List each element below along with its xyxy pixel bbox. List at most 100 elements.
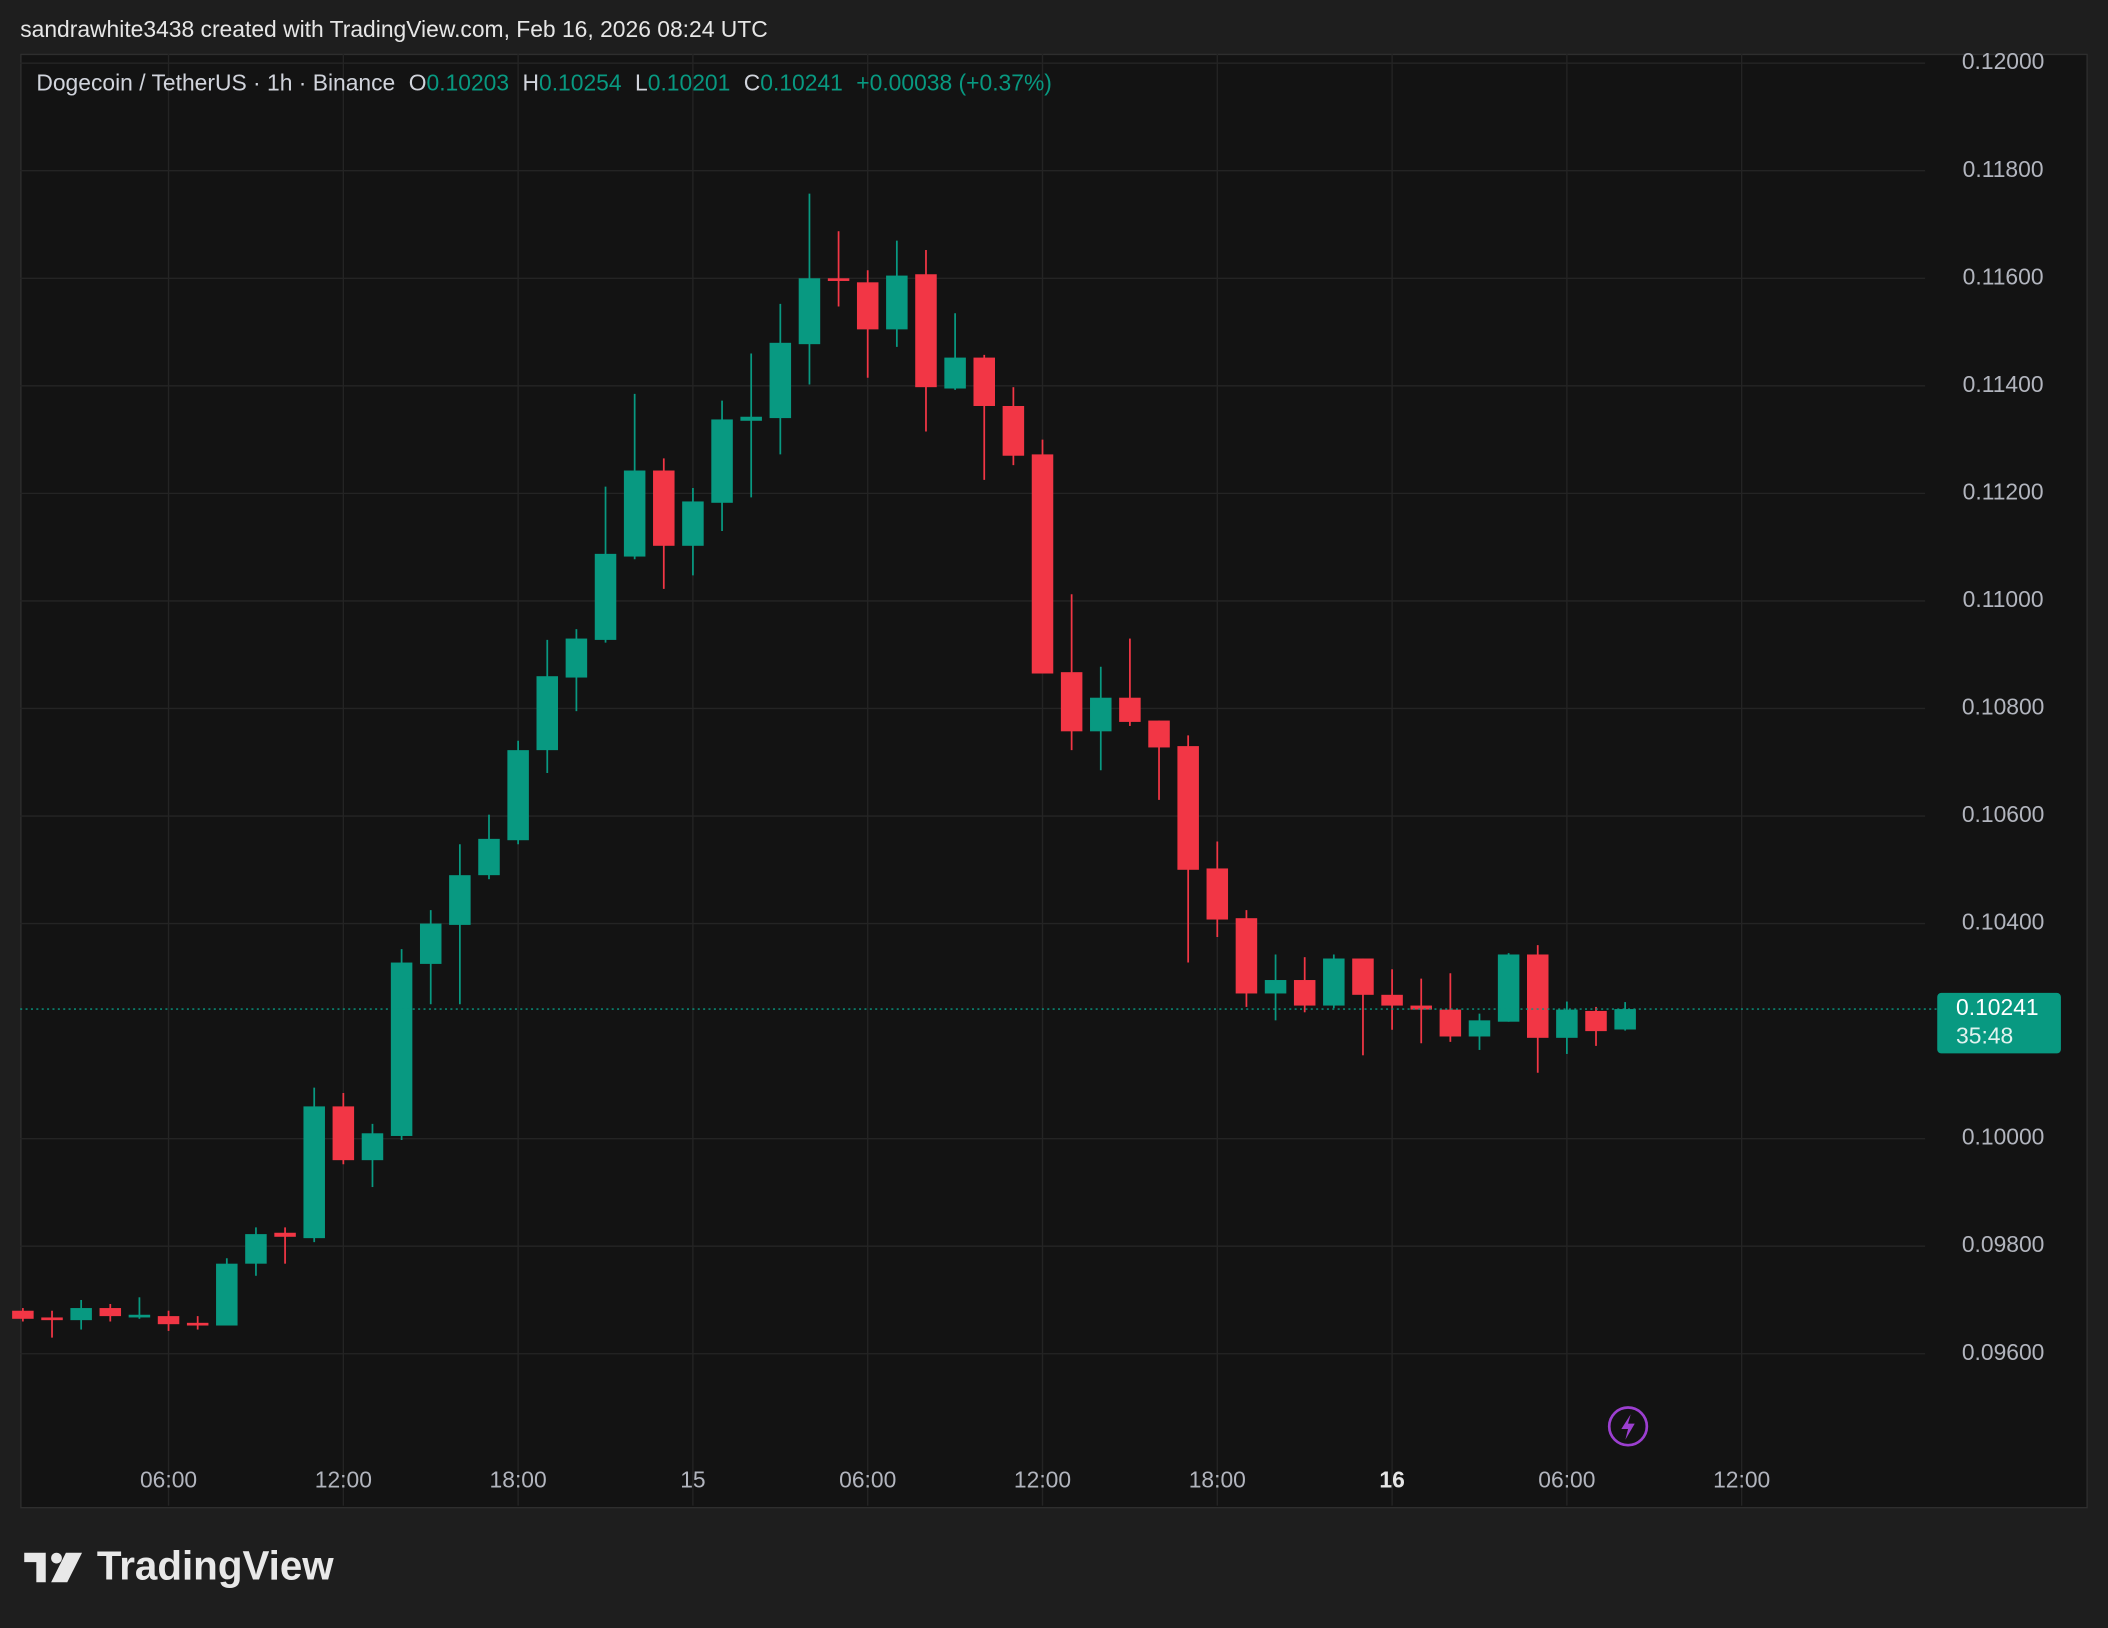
candle <box>565 629 588 712</box>
logo-slash <box>51 1552 83 1583</box>
plot-area <box>12 53 1939 1506</box>
candle-body <box>390 962 413 1136</box>
candle-body <box>536 676 559 751</box>
x-tick-label: 18:00 <box>1189 1466 1246 1492</box>
candle-body <box>1090 697 1112 732</box>
y-tick-label: 0.10400 <box>1962 909 2045 935</box>
candle <box>1090 666 1112 771</box>
candle <box>507 740 529 845</box>
candle-body <box>449 875 471 925</box>
candle-body <box>1235 918 1258 994</box>
candle <box>128 1297 151 1319</box>
candle-body <box>478 838 500 876</box>
candle <box>623 393 646 560</box>
candle-body <box>1119 697 1141 722</box>
candle-body <box>1177 746 1199 870</box>
candle <box>1614 1002 1636 1031</box>
candle <box>1177 735 1199 963</box>
y-tick-label: 0.11800 <box>1963 156 2044 182</box>
candle-body <box>711 419 733 503</box>
x-tick-label: 15 <box>680 1466 705 1492</box>
candle-body <box>186 1322 209 1326</box>
candle <box>1585 1006 1607 1046</box>
ohlc-key: L <box>635 70 648 96</box>
candle <box>1002 387 1025 466</box>
candle <box>1293 957 1316 1013</box>
candle-body <box>1323 958 1345 1006</box>
ohlc-key: O <box>409 70 427 96</box>
candle-body <box>973 357 995 406</box>
candle <box>216 1258 238 1326</box>
candle-body <box>623 470 646 557</box>
candle <box>1323 954 1345 1009</box>
y-tick-label: 0.09800 <box>1962 1231 2045 1257</box>
candle <box>798 193 821 385</box>
candle <box>740 353 762 498</box>
candle-body <box>740 416 762 421</box>
candle-body <box>565 638 588 678</box>
candle-body <box>1497 954 1520 1022</box>
candle <box>1148 720 1170 800</box>
candle-body <box>1031 454 1054 674</box>
candle-body <box>245 1234 267 1264</box>
logo-mark <box>24 1552 46 1583</box>
candle <box>1556 1001 1578 1054</box>
candle <box>41 1310 63 1338</box>
candle <box>769 303 792 455</box>
candle-body <box>1206 868 1229 920</box>
candle-body <box>1060 672 1083 732</box>
y-tick-label: 0.12000 <box>1962 48 2045 74</box>
ohlc-value: 0.10254 <box>539 70 622 96</box>
y-tick-label: 0.11000 <box>1963 586 2044 612</box>
candle-body <box>653 470 675 546</box>
candle-body <box>303 1106 325 1239</box>
candle <box>1497 953 1520 1022</box>
candle-body <box>157 1316 180 1325</box>
last-price-box <box>1937 992 2061 1054</box>
candle <box>12 1308 34 1322</box>
candle-body <box>1293 980 1316 1006</box>
y-tick-label: 0.11400 <box>1963 371 2044 397</box>
x-tick-label: 12:00 <box>1713 1466 1770 1492</box>
candle <box>303 1087 325 1243</box>
candle-body <box>332 1106 355 1161</box>
overlay: 0.12000 0.11800 0.11600 0.11400 0.11200 0.110… <box>36 48 2061 1492</box>
candle <box>419 910 442 1005</box>
candle <box>973 354 995 480</box>
countdown-label: 35:48 <box>1956 1022 2013 1048</box>
candle <box>1031 439 1054 674</box>
ohlc-key: C <box>744 70 760 96</box>
candle-body <box>856 282 879 330</box>
last-price-label: 0.10241 <box>1956 994 2039 1020</box>
candle-body <box>1439 1009 1462 1037</box>
candle <box>1206 841 1229 938</box>
symbol-title: Dogecoin / TetherUS · 1h · Binance <box>36 70 395 96</box>
candle <box>361 1123 384 1188</box>
candle-body <box>70 1308 92 1321</box>
ohlc-value: 0.10203 <box>426 70 509 96</box>
candle <box>1468 1013 1491 1050</box>
ohlc-value: 0.10201 <box>648 70 731 96</box>
x-tick-label: 12:00 <box>1014 1466 1071 1492</box>
candle <box>274 1227 296 1264</box>
candle-body <box>361 1133 384 1161</box>
candle <box>245 1227 267 1276</box>
chart-frame <box>20 53 2088 1509</box>
candle <box>711 400 733 532</box>
candle-body <box>1526 954 1549 1038</box>
candle-body <box>216 1263 238 1326</box>
candle-body <box>1352 958 1374 995</box>
y-tick-label: 0.10800 <box>1962 694 2045 720</box>
candle <box>1119 638 1141 726</box>
symbol-legend: Dogecoin / TetherUS · 1h · Binance O0.102… <box>36 70 1052 96</box>
candle-body <box>1410 1005 1432 1010</box>
candle-body <box>769 342 792 419</box>
credit-line: sandrawhite3438 created with TradingView… <box>20 16 768 42</box>
candle-body <box>594 553 617 640</box>
candle-body <box>12 1310 34 1319</box>
candle <box>332 1092 355 1165</box>
logo-dot <box>51 1552 62 1564</box>
candle <box>536 639 559 773</box>
ohlc-value: 0.10241 <box>760 70 843 96</box>
candle-body <box>1585 1010 1607 1032</box>
